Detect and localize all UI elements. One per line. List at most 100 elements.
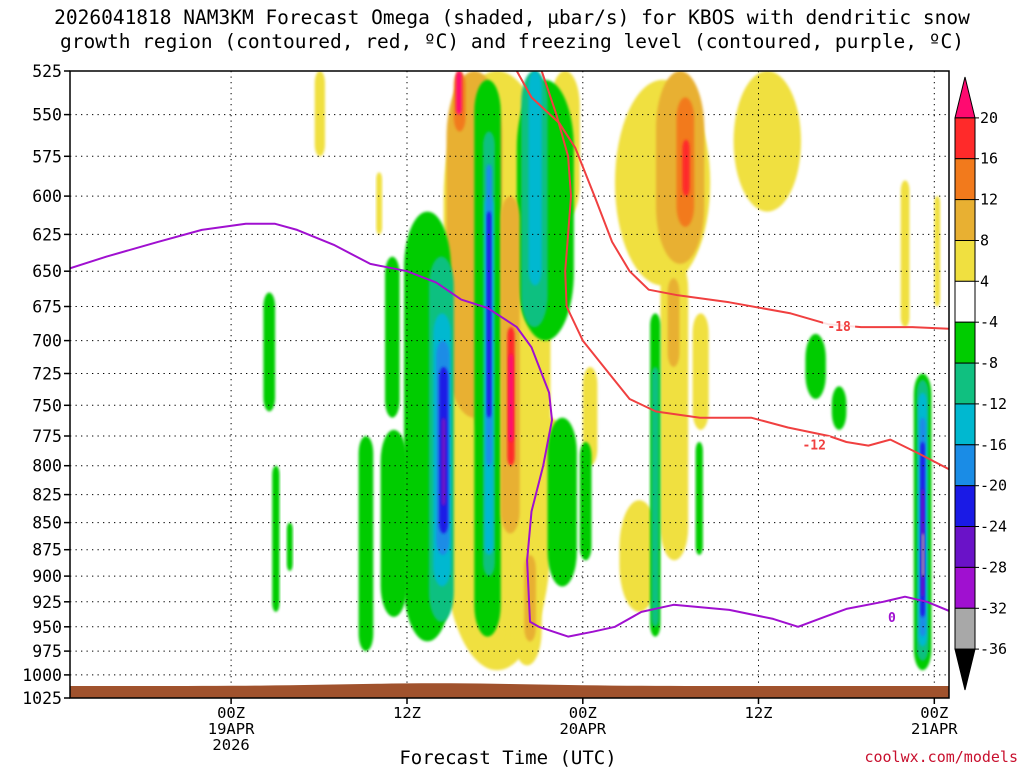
colorbar-label-6: -8 <box>980 354 998 372</box>
colorbar-segment-3 <box>954 199 976 242</box>
y-tick-label-825: 825 <box>32 486 62 505</box>
omega-cell-red <box>682 139 690 197</box>
dgz_minus_12-line <box>540 71 949 471</box>
freezing_level_0C-label: 0 <box>888 611 896 626</box>
omega-cell-yellow <box>900 180 910 328</box>
omega-cell-gray <box>921 533 925 577</box>
y-tick-label-875: 875 <box>32 541 62 560</box>
omega-cell-yellow <box>582 367 598 466</box>
omega-cell-gold <box>524 555 536 642</box>
terrain-surface <box>70 683 949 698</box>
omega-cell-gold <box>667 278 680 367</box>
y-tick-label-900: 900 <box>32 567 62 586</box>
y-tick-label-925: 925 <box>32 593 62 612</box>
omega-cell-yellow <box>376 172 383 235</box>
colorbar-segment-12 <box>954 566 976 609</box>
colorbar-segment-11 <box>954 526 976 568</box>
x-tick-label-30-0: 00Z <box>569 704 597 722</box>
omega-cell-dblue <box>486 211 492 418</box>
dgz_minus_12-label: -12 <box>802 438 825 453</box>
omega-cell-green <box>805 333 826 399</box>
y-tick-label-775: 775 <box>32 427 62 446</box>
y-axis: 525 550 575 600 625 650 675 700 725 750 775 800 825 8… <box>22 62 70 708</box>
omega-cell-cyan <box>528 71 542 286</box>
y-tick-label-525: 525 <box>32 62 62 81</box>
colorbar-segment-1 <box>954 117 976 160</box>
y-tick-label-950: 950 <box>32 618 62 637</box>
grid-lines <box>70 71 949 698</box>
omega-cell-yellow <box>692 313 709 430</box>
y-tick-label-600: 600 <box>32 187 62 206</box>
colorbar-segment-5 <box>954 280 976 323</box>
colorbar-label-0: 20 <box>980 109 998 127</box>
x-tick-label-6-1: 19APR <box>208 720 255 738</box>
colorbar-label-2: 12 <box>980 191 998 209</box>
colorbar-label-13: -36 <box>980 640 1007 658</box>
y-tick-label-800: 800 <box>32 457 62 476</box>
y-tick-label-1000: 1000 <box>22 666 62 685</box>
colorbar-segment-6 <box>954 321 976 364</box>
y-tick-label-850: 850 <box>32 514 62 533</box>
credit-label: coolwx.com/models <box>864 748 1018 766</box>
x-tick-label-54-1: 21APR <box>911 720 958 738</box>
colorbar-segment-4 <box>954 240 976 282</box>
omega-cell-green <box>272 465 280 612</box>
y-tick-label-550: 550 <box>32 106 62 125</box>
colorbar-segment-13 <box>954 607 976 650</box>
colorbar-label-7: -12 <box>980 395 1007 413</box>
omega-cell-green <box>380 429 407 617</box>
y-tick-label-675: 675 <box>32 298 62 317</box>
omega-cell-teal <box>651 367 659 627</box>
omega-cell-green <box>831 386 847 430</box>
omega-cell-magenta <box>456 71 462 115</box>
x-tick-label-18-0: 12Z <box>393 704 421 722</box>
colorbar-label-9: -20 <box>980 477 1007 495</box>
colorbar-segment-0 <box>954 76 976 119</box>
colorbar-segment-8 <box>954 403 976 446</box>
plot-frame <box>69 70 950 699</box>
omega-cell-yellow <box>934 196 941 307</box>
y-tick-label-975: 975 <box>32 642 62 661</box>
omega-cell-green <box>385 256 400 418</box>
omega-cell-green <box>263 292 276 412</box>
y-tick-label-700: 700 <box>32 332 62 351</box>
omega-cell-green <box>1015 534 1024 597</box>
colorbar: 20 16 12 8 4 -4 -8 -12 -16 -20 -24 -28 -32 -36 <box>954 76 1007 691</box>
omega-cell-yellow <box>733 71 801 212</box>
colorbar-segment-9 <box>954 444 976 487</box>
colorbar-segment-2 <box>954 158 976 201</box>
dgz_minus_18-label: -18 <box>827 320 851 335</box>
dgz_minus_18-line <box>515 71 949 330</box>
y-tick-label-725: 725 <box>32 365 62 384</box>
colorbar-label-11: -28 <box>980 558 1007 576</box>
x-axis-title: Forecast Time (UTC) <box>399 747 616 768</box>
omega-cell-green <box>579 442 592 561</box>
y-tick-label-750: 750 <box>32 396 62 415</box>
colorbar-label-12: -32 <box>980 599 1007 617</box>
y-tick-label-650: 650 <box>32 262 62 281</box>
omega-cell-green <box>286 522 293 571</box>
x-tick-label-6-0: 00Z <box>217 704 245 722</box>
colorbar-label-4: 4 <box>980 272 989 290</box>
colorbar-label-10: -24 <box>980 518 1007 536</box>
omega-cell-magenta <box>508 353 514 442</box>
colorbar-segment-10 <box>954 485 976 528</box>
x-tick-label-54-0: 00Z <box>920 704 948 722</box>
chart-title-line-1: 2026041818 NAM3KM Forecast Omega (shaded… <box>54 6 970 29</box>
terrain-fill <box>70 683 949 698</box>
x-tick-label-6-2: 2026 <box>212 736 249 754</box>
freezing_level_0C-line <box>70 222 949 638</box>
colorbar-label-5: -4 <box>980 313 998 331</box>
contour-lines: -18 -12 0 <box>70 71 949 638</box>
dgz_minus_12-label-bg <box>798 436 831 452</box>
omega-cell-yellow <box>314 71 325 157</box>
omega-cell-purple <box>441 417 446 506</box>
omega-cell-yellow <box>619 500 659 612</box>
colorbar-segment-7 <box>954 362 976 405</box>
x-tick-label-42-0: 12Z <box>745 704 773 722</box>
dgz_minus_18-label-bg <box>823 317 856 333</box>
freezing_level_0C-label-bg <box>875 608 908 624</box>
y-tick-label-625: 625 <box>32 225 62 244</box>
omega-cell-green <box>695 442 703 555</box>
